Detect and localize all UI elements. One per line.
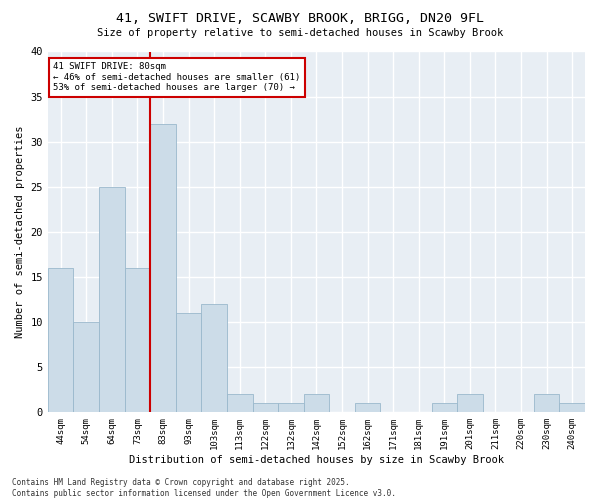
Y-axis label: Number of semi-detached properties: Number of semi-detached properties <box>15 126 25 338</box>
Text: Size of property relative to semi-detached houses in Scawby Brook: Size of property relative to semi-detach… <box>97 28 503 38</box>
Bar <box>227 394 253 412</box>
Bar <box>99 187 125 412</box>
Bar <box>534 394 559 412</box>
Bar <box>176 313 202 412</box>
Text: 41 SWIFT DRIVE: 80sqm
← 46% of semi-detached houses are smaller (61)
53% of semi: 41 SWIFT DRIVE: 80sqm ← 46% of semi-deta… <box>53 62 301 92</box>
Bar <box>48 268 73 412</box>
Bar <box>125 268 150 412</box>
Bar <box>355 404 380 412</box>
X-axis label: Distribution of semi-detached houses by size in Scawby Brook: Distribution of semi-detached houses by … <box>129 455 504 465</box>
Bar <box>150 124 176 412</box>
Bar <box>304 394 329 412</box>
Bar <box>431 404 457 412</box>
Text: 41, SWIFT DRIVE, SCAWBY BROOK, BRIGG, DN20 9FL: 41, SWIFT DRIVE, SCAWBY BROOK, BRIGG, DN… <box>116 12 484 26</box>
Bar <box>278 404 304 412</box>
Bar <box>559 404 585 412</box>
Bar <box>253 404 278 412</box>
Bar <box>73 322 99 412</box>
Bar <box>202 304 227 412</box>
Bar <box>457 394 482 412</box>
Text: Contains HM Land Registry data © Crown copyright and database right 2025.
Contai: Contains HM Land Registry data © Crown c… <box>12 478 396 498</box>
